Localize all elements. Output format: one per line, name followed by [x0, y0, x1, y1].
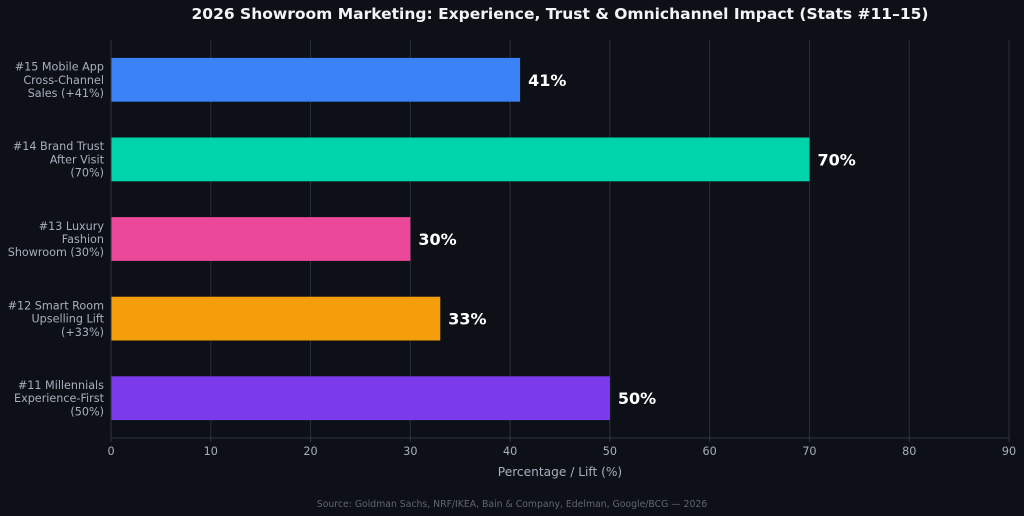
- x-tick-label: 40: [503, 445, 517, 458]
- bar: [111, 57, 521, 102]
- category-label-line: Cross-Channel: [23, 74, 104, 87]
- category-label-line: #14 Brand Trust: [13, 140, 105, 153]
- x-tick-label: 80: [902, 445, 916, 458]
- x-tick-label: 0: [107, 445, 114, 458]
- x-tick-label: 60: [703, 445, 717, 458]
- category-label: #12 Smart Room Upselling Lift (+33%): [8, 299, 105, 338]
- category-label-line: Sales (+41%): [28, 87, 104, 100]
- x-tick-label: 50: [603, 445, 617, 458]
- bars: [111, 57, 810, 421]
- category-label-line: (+33%): [61, 326, 104, 339]
- bar-value-label: 33%: [448, 310, 486, 329]
- bar-value-label: 70%: [817, 150, 855, 169]
- category-label-line: (70%): [70, 167, 104, 180]
- category-label-line: #13 Luxury: [39, 220, 105, 233]
- bar: [111, 296, 441, 341]
- chart-title: 2026 Showroom Marketing: Experience, Tru…: [192, 5, 929, 23]
- category-label: #14 Brand Trust After Visit (70%): [13, 140, 105, 179]
- category-label-line: #11 Millennials: [18, 379, 104, 392]
- category-label-line: Showroom (30%): [8, 246, 104, 259]
- x-tick-label: 20: [303, 445, 317, 458]
- category-label: #11 Millennials Experience-First (50%): [14, 379, 105, 418]
- category-label-line: Experience-First: [14, 392, 105, 405]
- bar: [111, 137, 810, 182]
- category-label-line: (50%): [70, 405, 104, 418]
- category-label-line: After Visit: [50, 153, 105, 166]
- grid: [110, 40, 1010, 438]
- category-label: #13 Luxury Fashion Showroom (30%): [8, 220, 105, 259]
- x-axis-label: Percentage / Lift (%): [498, 465, 622, 479]
- category-label-line: #12 Smart Room: [8, 299, 104, 312]
- category-label-line: #15 Mobile App: [15, 61, 104, 74]
- bar-value-label: 41%: [528, 71, 566, 90]
- x-axis-ticks: 0 10 20 30 40 50 60 70 80 90: [107, 40, 1016, 458]
- bar-value-label: 50%: [618, 389, 656, 408]
- value-labels: 41% 70% 30% 33% 50%: [418, 71, 855, 408]
- bar: [111, 217, 411, 261]
- category-label-line: Fashion: [62, 233, 104, 246]
- bar-value-label: 30%: [418, 230, 456, 249]
- x-tick-label: 10: [204, 445, 218, 458]
- x-tick-label: 70: [802, 445, 816, 458]
- category-labels: #15 Mobile App Cross-Channel Sales (+41%)#…: [8, 61, 105, 419]
- x-tick-label: 90: [1002, 445, 1016, 458]
- x-tick-label: 30: [403, 445, 417, 458]
- category-label-line: Upselling Lift: [31, 313, 104, 326]
- bar: [111, 376, 610, 421]
- category-label: #15 Mobile App Cross-Channel Sales (+41%): [15, 61, 104, 100]
- source-note: Source: Goldman Sachs, NRF/IKEA, Bain & …: [317, 499, 707, 510]
